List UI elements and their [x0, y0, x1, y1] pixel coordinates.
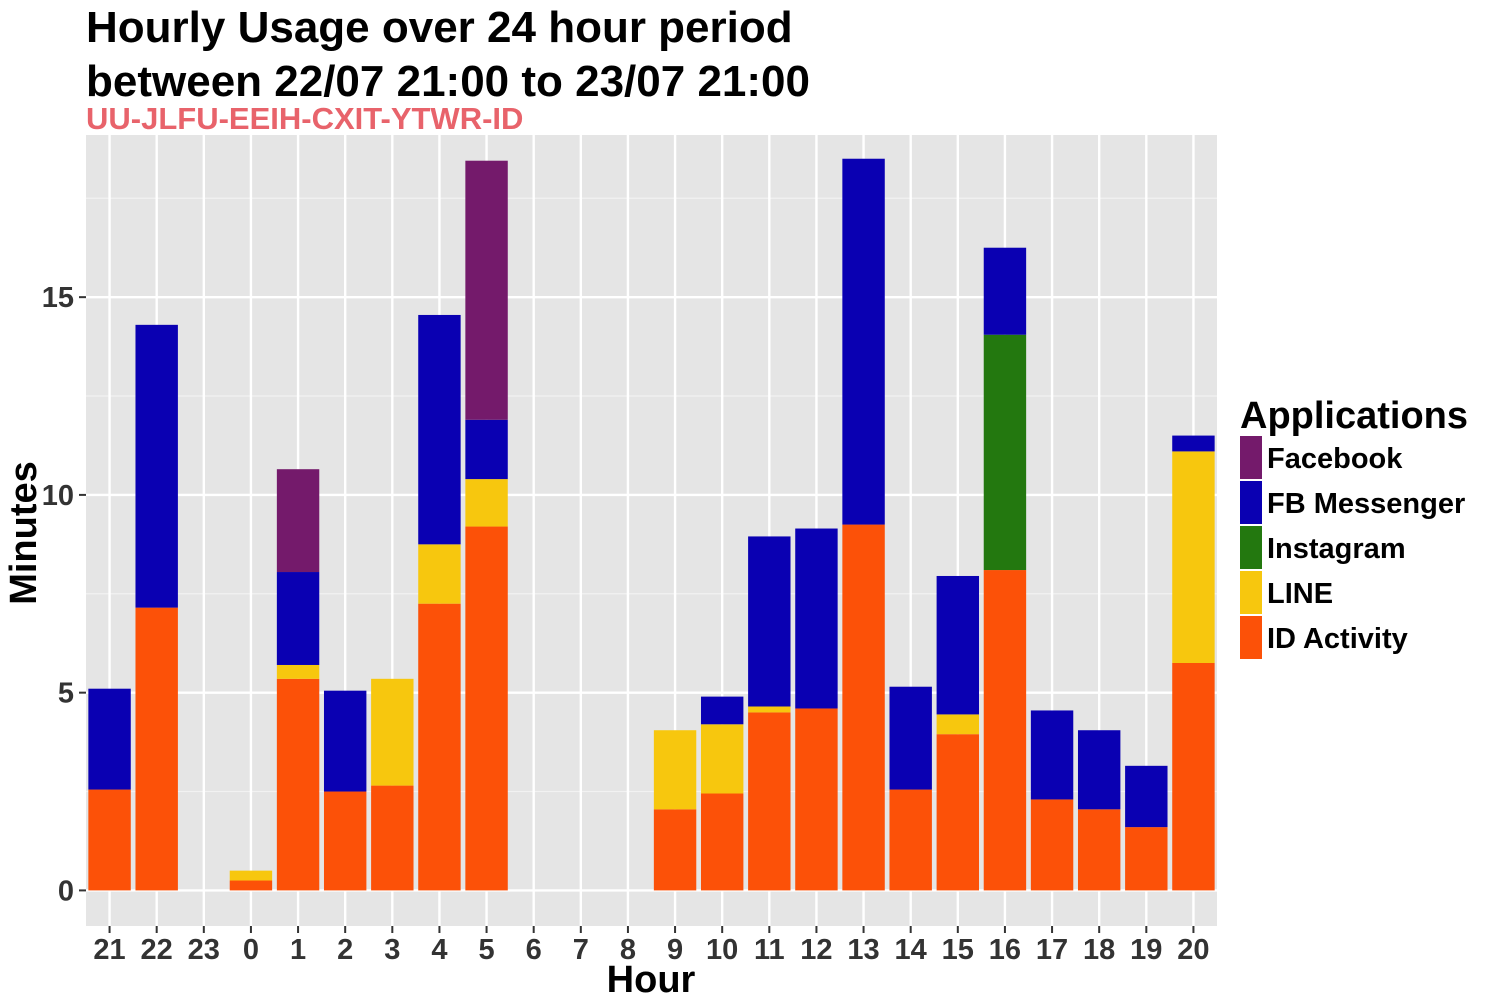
bar-fb-messenger-hour-13 — [842, 158, 885, 525]
y-tick-label: 15 — [42, 282, 74, 314]
bar-fb-messenger-hour-16 — [983, 247, 1027, 335]
x-tick-label: 23 — [188, 934, 220, 966]
bar-id-activity-hour-4 — [418, 603, 461, 891]
bar-fb-messenger-hour-1 — [276, 572, 320, 665]
x-axis-title: Hour — [607, 959, 696, 1000]
bar-fb-messenger-hour-21 — [88, 688, 131, 790]
x-tick-label: 7 — [573, 934, 589, 966]
x-tick-label: 10 — [706, 934, 738, 966]
x-tick-label: 22 — [141, 934, 173, 966]
bar-id-activity-hour-14 — [889, 789, 932, 891]
bar-fb-messenger-hour-19 — [1125, 765, 1168, 828]
bar-id-activity-hour-2 — [323, 791, 367, 891]
bar-facebook-hour-5 — [465, 160, 508, 420]
bar-fb-messenger-hour-10 — [700, 696, 744, 725]
bar-fb-messenger-hour-22 — [135, 324, 178, 608]
x-tick-label: 9 — [667, 934, 683, 966]
x-tick-label: 19 — [1130, 934, 1162, 966]
bar-id-activity-hour-20 — [1172, 662, 1215, 891]
bar-id-activity-hour-11 — [748, 712, 791, 891]
bar-id-activity-hour-17 — [1030, 799, 1074, 891]
bar-line-hour-9 — [653, 730, 697, 810]
legend-key-fb-messenger — [1240, 481, 1262, 524]
x-tick-label: 6 — [526, 934, 542, 966]
legend-label-facebook: Facebook — [1267, 443, 1403, 475]
legend: Applications Facebook FB Messenger Instagr… — [1240, 395, 1468, 659]
plot-background — [86, 135, 1217, 926]
bar-id-activity-hour-15 — [936, 734, 980, 891]
legend-label-line: LINE — [1267, 578, 1333, 610]
bar-instagram-hour-16 — [983, 334, 1027, 571]
x-tick-label: 21 — [93, 934, 125, 966]
bar-id-activity-hour-12 — [795, 708, 838, 891]
x-tick-label: 16 — [989, 934, 1021, 966]
chart-title-line1: Hourly Usage over 24 hour period — [86, 3, 793, 52]
x-tick-label: 0 — [243, 934, 259, 966]
bar-line-hour-10 — [700, 724, 744, 794]
x-tick-label: 2 — [337, 934, 353, 966]
x-tick-label: 18 — [1083, 934, 1115, 966]
bar-id-activity-hour-10 — [700, 793, 744, 891]
bar-line-hour-0 — [229, 870, 273, 881]
bar-line-hour-5 — [465, 479, 508, 527]
chart-subtitle: UU-JLFU-EEIH-CXIT-YTWR-ID — [86, 101, 523, 136]
y-axis-title: Minutes — [3, 461, 45, 605]
bar-fb-messenger-hour-20 — [1172, 435, 1215, 452]
bar-fb-messenger-hour-14 — [889, 686, 932, 790]
bar-line-hour-11 — [748, 706, 791, 713]
bar-id-activity-hour-19 — [1125, 827, 1168, 891]
legend-label-fb-messenger: FB Messenger — [1267, 488, 1465, 520]
legend-title: Applications — [1240, 395, 1468, 437]
bar-id-activity-hour-9 — [653, 809, 697, 891]
x-tick-label: 17 — [1036, 934, 1068, 966]
bar-line-hour-15 — [936, 714, 980, 735]
bar-id-activity-hour-0 — [229, 880, 273, 891]
y-tick-label: 5 — [58, 678, 74, 710]
x-tick-label: 8 — [620, 934, 636, 966]
legend-key-id-activity — [1240, 616, 1262, 659]
chart-title-line2: between 22/07 21:00 to 23/07 21:00 — [86, 57, 810, 106]
y-tick-label: 0 — [58, 875, 74, 907]
bar-fb-messenger-hour-17 — [1030, 710, 1074, 800]
x-tick-label: 5 — [478, 934, 494, 966]
x-tick-label: 12 — [800, 934, 832, 966]
y-tick-label: 10 — [42, 480, 74, 512]
bars-group — [88, 158, 1215, 891]
bar-line-hour-4 — [418, 544, 461, 604]
bar-fb-messenger-hour-15 — [936, 575, 980, 715]
x-tick-label: 1 — [290, 934, 306, 966]
x-tick-label: 4 — [431, 934, 447, 966]
legend-key-facebook — [1240, 436, 1262, 479]
x-tick-label: 13 — [847, 934, 879, 966]
x-tick-label: 11 — [754, 934, 785, 966]
bar-fb-messenger-hour-12 — [795, 528, 838, 709]
bar-fb-messenger-hour-2 — [323, 690, 367, 792]
bar-facebook-hour-1 — [276, 469, 320, 573]
bar-id-activity-hour-22 — [135, 607, 178, 891]
bar-fb-messenger-hour-5 — [465, 419, 508, 480]
bar-fb-messenger-hour-18 — [1077, 730, 1121, 810]
legend-label-id-activity: ID Activity — [1267, 623, 1408, 655]
bar-line-hour-3 — [371, 678, 414, 786]
bar-id-activity-hour-3 — [371, 785, 414, 891]
bar-fb-messenger-hour-4 — [418, 314, 461, 545]
bar-id-activity-hour-18 — [1077, 809, 1121, 891]
legend-key-instagram — [1240, 526, 1262, 569]
bar-line-hour-20 — [1172, 451, 1215, 663]
bar-id-activity-hour-21 — [88, 789, 131, 891]
bar-id-activity-hour-1 — [276, 678, 320, 891]
legend-key-line — [1240, 571, 1262, 614]
x-tick-label: 15 — [942, 934, 974, 966]
x-tick-label: 20 — [1177, 934, 1209, 966]
bar-id-activity-hour-5 — [465, 526, 508, 891]
bar-id-activity-hour-13 — [842, 524, 885, 891]
bar-id-activity-hour-16 — [983, 570, 1027, 891]
bar-fb-messenger-hour-11 — [748, 536, 791, 707]
x-tick-label: 3 — [384, 934, 400, 966]
x-tick-label: 14 — [895, 934, 927, 966]
bar-line-hour-1 — [276, 664, 320, 679]
legend-label-instagram: Instagram — [1267, 533, 1406, 565]
